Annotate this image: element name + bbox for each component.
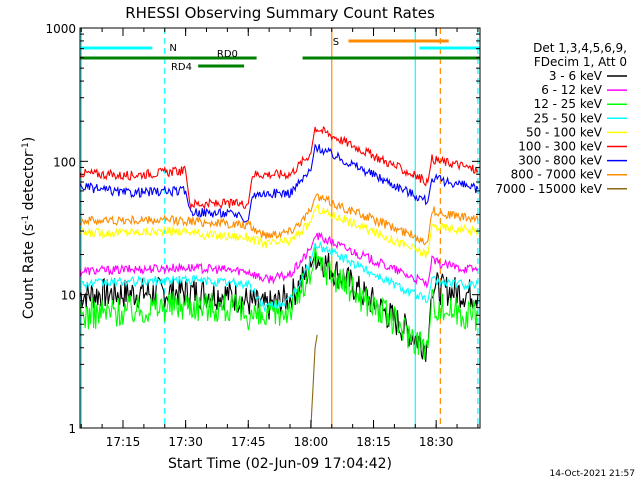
series-line-12-25-kev (79, 246, 479, 360)
x-tick-label-18-30: 18:30 (419, 435, 454, 449)
legend-label-3-6-kev: 3 - 6 keV (549, 69, 603, 83)
status-bar-label-n: N (169, 43, 176, 54)
y-tick-label-1: 1 (68, 422, 76, 436)
legend-header-line-2: FDecim 1, Att 0 (534, 55, 627, 69)
y-tick-label-1000: 1000 (45, 22, 76, 36)
legend-label-6-12-kev: 6 - 12 keV (541, 83, 603, 97)
x-axis-ticks: 17:15 17:30 17:45 18:00 18:15 18:30 (80, 28, 479, 449)
x-tick-label-18-15: 18:15 (356, 435, 391, 449)
legend-label-300-800-kev: 300 - 800 keV (518, 154, 602, 168)
y-axis-label: Count Rate (s-1 detector-1) (21, 137, 37, 319)
legend: Det 1,3,4,5,6,9, FDecim 1, Att 0 3 - 6 k… (495, 41, 627, 196)
series-line-800-7000-kev (79, 193, 479, 246)
legend-label-50-100-kev: 50 - 100 keV (526, 125, 603, 139)
x-tick-label-17-30: 17:30 (168, 435, 203, 449)
series-line-300-800-kev (79, 143, 479, 223)
series-line-6-12-kev (79, 231, 479, 289)
x-tick-label-18-00: 18:00 (294, 435, 329, 449)
vertical-markers (80, 28, 479, 428)
x-tick-label-17-15: 17:15 (106, 435, 141, 449)
y-tick-label-100: 100 (53, 155, 76, 169)
series-line-100-300-kev (79, 126, 479, 210)
footer-timestamp: 14-Oct-2021 21:57 (550, 469, 635, 479)
chart-title: RHESSI Observing Summary Count Rates (125, 4, 435, 22)
x-axis-label: Start Time (02-Jun-09 17:04:42) (168, 456, 392, 472)
y-tick-label-10: 10 (61, 289, 76, 303)
legend-label-25-50-kev: 25 - 50 keV (534, 111, 603, 125)
top-status-bars: N RD0 RD4 S (80, 37, 480, 73)
legend-label-7000-15000-kev: 7000 - 15000 keV (495, 182, 602, 196)
series-line-25-50-kev (79, 240, 479, 312)
status-bar-label-rd4: RD4 (171, 62, 192, 73)
series-line-50-100-kev (79, 203, 479, 259)
legend-label-100-300-kev: 100 - 300 keV (518, 140, 602, 154)
legend-header-line-1: Det 1,3,4,5,6,9, (533, 41, 627, 55)
series-line-7000-15000-kev (310, 334, 318, 429)
x-tick-label-17-45: 17:45 (231, 435, 266, 449)
series-layer (79, 126, 479, 429)
legend-label-12-25-kev: 12 - 25 keV (534, 97, 603, 111)
status-bar-label-s: S (333, 37, 339, 48)
status-bar-label-rd0: RD0 (217, 49, 238, 60)
y-axis-ticks: 1 10 100 1000 (45, 22, 480, 436)
plot-frame (79, 27, 481, 429)
legend-label-800-7000-kev: 800 - 7000 keV (511, 168, 603, 182)
